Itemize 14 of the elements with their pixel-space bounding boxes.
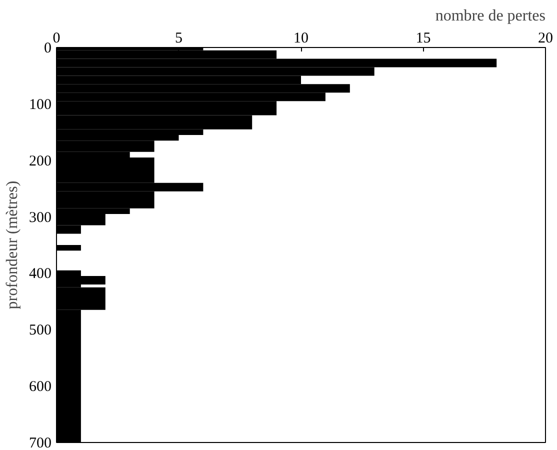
x-axis-title: nombre de pertes xyxy=(435,8,546,24)
x-tick-label: 15 xyxy=(416,30,431,46)
y-tick-label: 500 xyxy=(29,322,52,339)
y-tick-label: 0 xyxy=(44,40,52,56)
x-tick-label: 20 xyxy=(538,30,553,46)
x-tick-label: 10 xyxy=(294,30,308,46)
y-tick-label: 200 xyxy=(29,153,52,170)
y-axis-title: profondeur (mètres) xyxy=(4,180,21,310)
y-tick-label: 300 xyxy=(29,210,52,226)
y-tick-label: 600 xyxy=(29,379,52,396)
y-tick-label: 400 xyxy=(29,266,52,282)
x-tick-label: 5 xyxy=(175,30,182,46)
y-tick-label: 700 xyxy=(29,436,52,450)
y-tick-label: 100 xyxy=(29,96,52,113)
